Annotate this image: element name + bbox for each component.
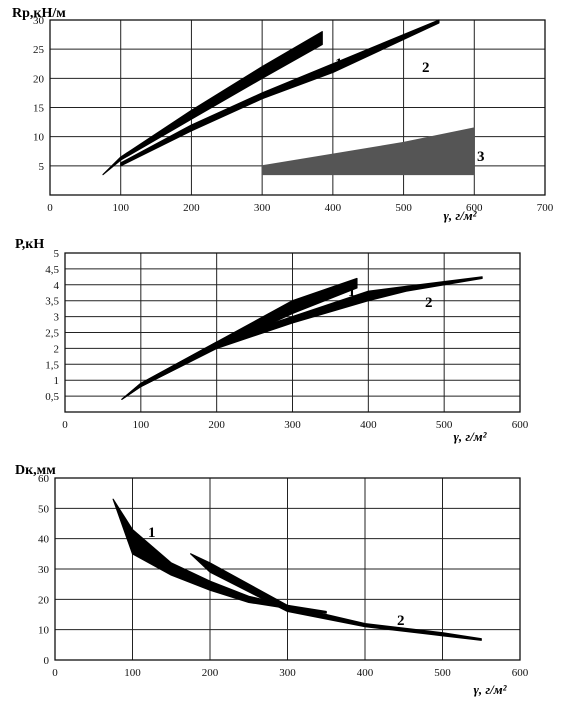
y-tick-label: 3,5: [45, 296, 59, 308]
x-tick-label: 300: [279, 667, 296, 679]
y-tick-label: 30: [38, 564, 50, 576]
y-tick-label: 40: [38, 534, 50, 546]
y-tick-label: 2,5: [45, 328, 59, 340]
series-band-1: [112, 498, 327, 614]
y-tick-label: 20: [33, 73, 45, 85]
y-axis-label: Р,кН: [15, 237, 44, 252]
series-band-1: [102, 31, 323, 176]
x-tick-label: 400: [325, 202, 342, 214]
series-band-3: [261, 127, 475, 176]
x-tick-label: 200: [202, 667, 219, 679]
y-tick-label: 4,5: [45, 264, 59, 276]
x-tick-label: 0: [62, 419, 68, 431]
y-tick-label: 30: [33, 15, 45, 27]
y-axis-label: Dк,мм: [15, 463, 56, 478]
y-tick-label: 10: [38, 625, 50, 637]
x-tick-label: 0: [47, 202, 53, 214]
series-label-1: 1: [148, 525, 156, 541]
chart-2: 0 100 200 300 400 500 600 0,5 1 1,5 2 2,5 3 3,5 4 4,5 5Р…: [15, 237, 529, 444]
y-tick-label: 15: [33, 103, 45, 115]
x-tick-label: 500: [436, 419, 453, 431]
series-label-1: 1: [348, 284, 356, 300]
y-tick-label: 50: [38, 503, 50, 515]
x-tick-label: 0: [52, 667, 58, 679]
x-tick-label: 100: [133, 419, 150, 431]
y-tick-label: 5: [39, 161, 45, 173]
y-tick-label: 25: [33, 44, 45, 56]
chart-1: 0 100 200 300 400 500 600 700 5 10 15 20 25 30Rр,кН/м…: [12, 6, 554, 223]
x-tick-label: 100: [112, 202, 129, 214]
plot-frame: [54, 477, 521, 661]
x-tick-label: 200: [208, 419, 225, 431]
x-tick-label: 100: [124, 667, 141, 679]
y-tick-label: 0: [44, 655, 50, 667]
x-tick-label: 300: [284, 419, 301, 431]
y-tick-label: 10: [33, 132, 45, 144]
x-axis-label: γ, г/м²: [473, 682, 507, 697]
x-tick-label: 500: [434, 667, 451, 679]
plot-frame: [49, 19, 546, 196]
series-label-2: 2: [425, 295, 433, 311]
y-tick-label: 0,5: [45, 391, 59, 403]
x-tick-label: 600: [512, 419, 529, 431]
series-band-2: [190, 553, 482, 641]
x-axis-label: γ, г/м²: [443, 208, 477, 223]
y-tick-label: 2: [54, 343, 60, 355]
series-band-2: [121, 276, 483, 400]
x-tick-label: 200: [183, 202, 200, 214]
plot-frame: [64, 252, 521, 413]
y-tick-label: 1: [54, 375, 60, 387]
series-band-2: [120, 19, 440, 167]
x-tick-label: 700: [537, 202, 554, 214]
x-tick-label: 600: [512, 667, 529, 679]
y-tick-label: 3: [54, 312, 60, 324]
y-tick-label: 5: [54, 248, 60, 260]
series-label-2: 2: [397, 613, 405, 629]
x-tick-label: 600: [466, 202, 483, 214]
y-axis-label: Rр,кН/м: [12, 6, 66, 21]
y-tick-label: 20: [38, 594, 50, 606]
series-label-2: 2: [422, 60, 430, 76]
x-tick-label: 300: [254, 202, 271, 214]
series-label-3: 3: [477, 149, 485, 165]
y-tick-label: 60: [38, 473, 50, 485]
x-tick-label: 500: [395, 202, 412, 214]
y-tick-label: 4: [54, 280, 60, 292]
y-tick-label: 1,5: [45, 359, 59, 371]
x-tick-label: 400: [360, 419, 377, 431]
x-tick-label: 400: [357, 667, 374, 679]
x-axis-label: γ, г/м²: [453, 429, 487, 444]
